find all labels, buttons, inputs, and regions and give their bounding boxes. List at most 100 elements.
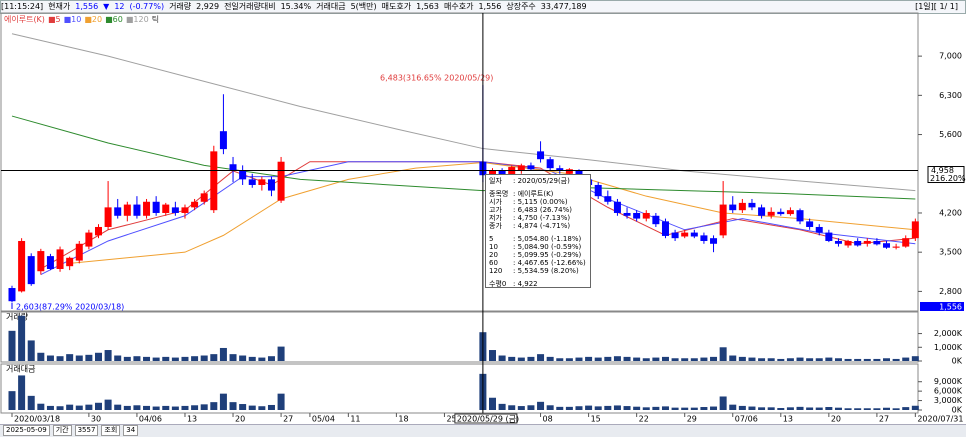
candle-body [46,256,54,269]
bar [114,355,122,361]
bar [498,355,506,361]
x-tick-label: 22 [639,415,649,424]
tooltip-group: 종목명: 에이루트(K) 시가: 5,115 (0.00%) 고가: 6,483 (… [489,190,587,230]
candle-body [786,210,794,215]
info-item: 상장주수 [506,2,536,11]
x-tick-label: 07/06 [735,415,758,424]
page-indicator[interactable]: [1일][ 1/ 1] [915,2,958,11]
bar [114,404,122,410]
toolbar-item[interactable]: 기간 [52,425,72,436]
candle-body [873,240,881,245]
bar [18,315,26,361]
bar [806,407,814,410]
bar [911,356,919,361]
bar [642,358,650,361]
bar [162,405,170,410]
toolbar-item[interactable]: 조회 [101,425,121,436]
tooltip-row: 종목명: 에이루트(K) [489,190,587,198]
bar [489,397,496,410]
candle-body [104,207,112,227]
bar [710,356,718,361]
candle-body [181,207,189,213]
bar [863,408,871,410]
ma-line [40,161,916,276]
info-item: 2,929 [196,2,220,11]
tooltip-value: 2020/05/29(금) [517,177,570,185]
legend-swatch: ■ [126,15,134,24]
candle-body [825,232,833,241]
bar [508,356,516,361]
bar [94,402,102,410]
bar [729,355,737,361]
tooltip-value: 4,922 [517,280,538,288]
tooltip-value: 4,467.65 (-12.66%) [517,259,586,267]
bar [517,357,525,361]
candle-body [681,232,689,237]
bar [27,340,35,361]
x-tick-label: 29 [687,415,697,424]
y-tick-label: 7,000 [939,52,962,61]
bar [594,406,602,410]
x-tick-label: 2020/05/29 (금) [457,415,519,424]
x-tick-label: 27 [283,415,293,424]
bar [517,406,525,410]
candle-body [27,256,35,285]
bar [585,405,593,410]
bar [104,399,112,410]
bar [690,358,698,361]
crosshair-box [927,166,965,184]
legend-entry: 120 [133,15,148,24]
candle-body [75,243,83,261]
candle-body [133,204,141,216]
bar [825,407,833,410]
bar [94,352,102,361]
tooltip-key: 20 [489,251,498,259]
info-item: 5(백만) [350,2,377,11]
toolbar-item[interactable]: 34 [123,425,139,436]
bar [8,391,16,410]
bar [613,356,621,361]
tooltip-sep: : [513,214,518,222]
bar [613,405,621,410]
bar [844,358,852,361]
candle-body [767,211,775,216]
bar [815,358,823,361]
candle-body [123,204,131,216]
toolbar: 2025-05-09 기간 3557 조회 34 [0,424,966,437]
bar [883,358,891,361]
tooltip-key: 저가 [489,214,502,222]
tooltip-sep: : [513,198,518,206]
candle-body [18,240,26,292]
toolbar-item[interactable]: 3557 [74,425,99,436]
bar [123,405,131,410]
bar [681,407,689,410]
bar [133,356,141,361]
bar [681,358,689,361]
bar [171,406,179,410]
candle-body [729,204,737,211]
candle-body [191,201,199,208]
tooltip-sep: : [513,251,518,259]
bar [777,358,785,361]
toolbar-item[interactable]: 2025-05-09 [3,425,50,436]
y-tick-label: 2,000K [934,329,963,338]
bar [66,354,74,361]
bar [710,406,718,410]
amount-panel [0,363,919,414]
candle-body [815,226,823,233]
candle-body [806,221,814,227]
candle-body [85,232,93,247]
info-item: 매수호가 [443,2,474,11]
tooltip: 일자: 2020/05/29(금) 종목명: 에이루트(K) 시가: 5,115 (… [485,174,591,288]
legend-swatch: ■ [64,15,72,24]
tooltip-key: 고가 [489,206,502,214]
bar [633,406,641,410]
tooltip-key: 5 [489,235,494,243]
legend-entry: 5 [56,15,61,24]
bar [527,356,535,361]
tooltip-row: 5: 5,054.80 (-1.18%) [489,235,587,243]
bar [623,406,631,410]
bar [575,357,583,361]
candle-body [200,193,208,202]
